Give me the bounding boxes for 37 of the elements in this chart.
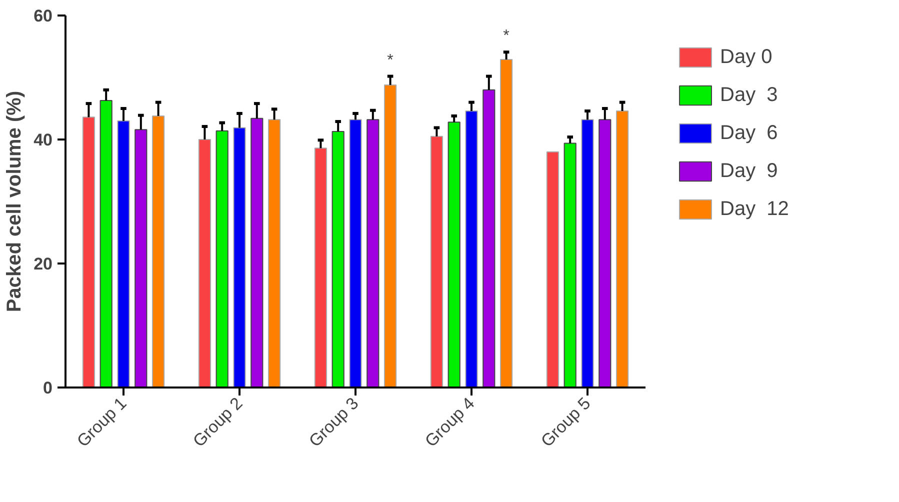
annotation: * [503, 28, 510, 45]
annotation: * [387, 52, 394, 69]
bar [314, 148, 327, 388]
bar [448, 122, 460, 388]
bar [349, 119, 362, 388]
bar [198, 139, 211, 388]
bar [332, 130, 344, 388]
bar [100, 100, 112, 388]
bar [598, 119, 612, 388]
bar [384, 84, 397, 388]
bar [233, 127, 246, 388]
bar [564, 142, 576, 388]
legend-label: Day 6 [720, 122, 778, 144]
bar [482, 89, 496, 388]
legend-label: Day 3 [720, 84, 778, 106]
bar [134, 129, 148, 388]
legend-label: Day 12 [720, 198, 789, 220]
bar [250, 118, 264, 388]
bar [546, 151, 559, 388]
bar [117, 120, 130, 388]
bar [616, 110, 629, 388]
y-tick-label: 60 [34, 6, 53, 26]
y-axis-title: Packed cell volume (%) [4, 90, 26, 312]
y-tick-label: 0 [43, 378, 53, 398]
bar [82, 116, 95, 388]
bar [152, 115, 165, 388]
bar [500, 59, 513, 388]
bar [465, 110, 478, 388]
bar [430, 136, 443, 388]
y-tick-label: 20 [34, 254, 53, 274]
legend-label: Day 9 [720, 160, 778, 182]
legend-label: Day 0 [720, 46, 772, 68]
bar [581, 119, 594, 388]
bar [366, 119, 380, 388]
bar [268, 119, 281, 388]
bar [216, 130, 228, 388]
y-tick-label: 40 [34, 130, 53, 150]
